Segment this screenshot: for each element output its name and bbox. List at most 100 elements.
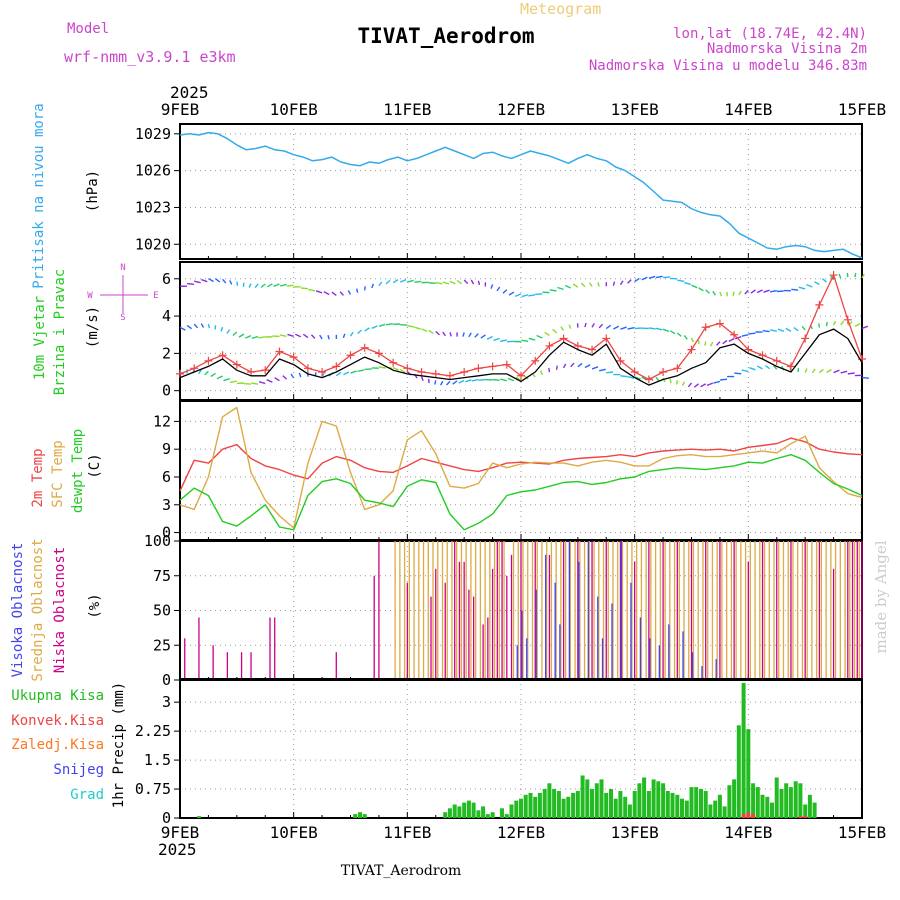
gust-marker [417, 368, 426, 377]
wind-arrow [763, 289, 770, 293]
wind-arrow [712, 290, 717, 296]
station-title: TIVAT_Aerodrom [357, 24, 534, 48]
wind-arrow [477, 280, 481, 286]
wind-arrow [462, 332, 465, 337]
top-date-label: 11FEB [383, 100, 431, 119]
wind-arrow [458, 379, 465, 384]
wind-arrow [439, 380, 444, 386]
wind-arrow [229, 380, 237, 383]
conv-precip-bar [798, 816, 803, 818]
wind-arrow [840, 320, 845, 326]
wind-arrow [741, 334, 749, 337]
total-precip-bar [689, 787, 694, 818]
wind-arrow [187, 282, 195, 285]
total-precip-bar [651, 779, 656, 818]
wind-speed-line [179, 328, 863, 386]
gust-marker [815, 300, 824, 309]
total-precip-bar [466, 800, 471, 818]
wind-arrow [357, 329, 362, 335]
wind-arrow [399, 368, 406, 373]
gust-marker [843, 315, 852, 324]
wind-arrow [508, 291, 515, 296]
wind-arrow [251, 335, 259, 339]
legend-conv-precip: Konvek.Kisa [11, 713, 104, 729]
wind-arrow [536, 334, 543, 339]
y-tick-label: 50 [153, 602, 171, 620]
wind-arrow [683, 335, 688, 340]
wind-arrow [392, 367, 400, 371]
total-precip-bar [746, 729, 751, 818]
wind-arrow [331, 291, 337, 296]
total-precip-bar [613, 798, 618, 818]
gust-marker [531, 356, 540, 365]
wind-arrow [251, 382, 259, 385]
wind-arrow [655, 327, 663, 331]
dewpt-axis-label: dewpt Temp [70, 429, 86, 513]
bottom-date-label: 9FEB [161, 823, 200, 842]
wind-arrow [548, 367, 551, 373]
cloud-panel: 100 75 50 25 0 [144, 532, 863, 689]
wind-arrow [378, 281, 383, 287]
credit-text: made by Angel [872, 540, 890, 653]
gust-marker [431, 369, 440, 378]
wind-arrow [207, 323, 211, 329]
temp2m-line [179, 437, 863, 492]
y-tick-label: 3 [162, 496, 171, 514]
y-tick-label: 100 [144, 532, 171, 550]
wind-arrow [201, 278, 208, 283]
total-precip-bar [793, 781, 798, 818]
temp2m-axis-label: 2m Temp [30, 448, 46, 507]
dewpt-line [179, 454, 863, 531]
gust-marker [502, 360, 511, 369]
top-date-label: 15FEB [838, 100, 886, 119]
temperature-panel: 12 9 6 3 0 [153, 400, 863, 542]
top-date-label: 9FEB [161, 100, 200, 119]
total-precip-bar [661, 783, 666, 819]
wind-arrow [847, 321, 853, 326]
wind-arrow [236, 281, 239, 286]
total-precip-bar [514, 800, 519, 818]
cloud-unit-label: (%) [87, 593, 103, 618]
total-precip-bar [590, 789, 594, 818]
wind-arrow [648, 275, 656, 279]
bottom-date-axis: 9FEB 10FEB 11FEB 12FEB 13FEB 14FEB 15FEB [161, 823, 886, 842]
wind-arrow [690, 337, 694, 343]
wind-arrow [584, 322, 587, 328]
wind-arrow [785, 327, 792, 332]
y-tick-label: 3 [162, 693, 171, 711]
bottom-date-label: 11FEB [383, 823, 431, 842]
gust-marker [701, 323, 710, 332]
wind-arrow [676, 380, 678, 385]
wind-arrow [442, 281, 450, 285]
wind-arrow [662, 377, 666, 383]
total-precip-bar [471, 802, 476, 818]
gust-marker [786, 362, 795, 371]
total-precip-bar [476, 810, 481, 818]
total-precip-bar [618, 791, 623, 818]
wind-arrow [356, 288, 359, 293]
wind-arrow [704, 341, 707, 346]
wind-arrow [502, 289, 508, 294]
top-date-axis: 9FEB 10FEB 11FEB 12FEB 13FEB 14FEB 15FEB [161, 100, 886, 119]
wind-arrow [194, 280, 201, 284]
y-tick-label: 1026 [135, 162, 171, 180]
wind-arrow [605, 324, 612, 330]
gust-marker [488, 362, 497, 371]
wind-arrow [449, 332, 452, 337]
wind-arrow [861, 273, 865, 279]
compass-rose: N S W E [87, 263, 158, 323]
wind-arrow [619, 280, 624, 286]
wind-arrow [528, 337, 536, 341]
wind-arrow [506, 340, 514, 343]
wind-arrow [560, 326, 565, 331]
wind-arrow [648, 327, 656, 330]
wind-arrow [468, 332, 472, 338]
wind-arrow [627, 375, 635, 379]
wind-arrow [486, 335, 493, 340]
gust-marker [346, 351, 355, 360]
wind-arrow [620, 375, 628, 378]
compass-north: N [120, 263, 125, 273]
wind-arrow [577, 362, 583, 368]
wind-arrow [335, 371, 342, 377]
wind-arrow [515, 376, 522, 381]
